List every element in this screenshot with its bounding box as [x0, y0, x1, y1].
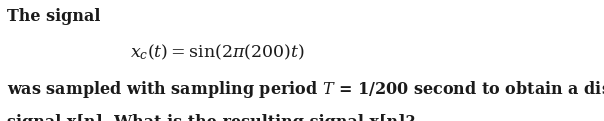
Text: $x_c(t) = \sin(2\pi(200)t)$: $x_c(t) = \sin(2\pi(200)t)$ — [130, 42, 304, 62]
Text: The signal: The signal — [7, 8, 101, 25]
Text: was sampled with sampling period $T$ = 1/200 second to obtain a discrete-time: was sampled with sampling period $T$ = 1… — [7, 79, 604, 100]
Text: signal x[n]. What is the resulting signal x[n]?: signal x[n]. What is the resulting signa… — [7, 114, 415, 121]
